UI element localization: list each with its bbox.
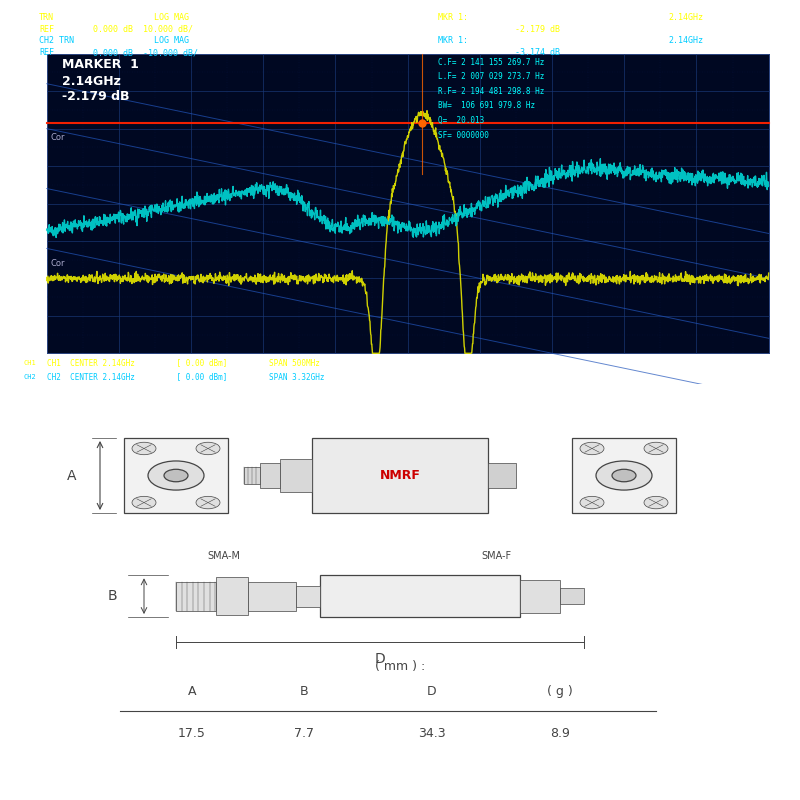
Text: 17.5: 17.5 (178, 727, 206, 740)
Bar (520, 579, 560, 613)
Circle shape (580, 496, 604, 509)
Bar (488, 463, 516, 488)
Text: 2.14GHz: 2.14GHz (669, 37, 704, 46)
Text: MKR 1:: MKR 1: (438, 37, 469, 46)
Circle shape (132, 496, 156, 509)
Text: 0.000 dB  10.000 dB/: 0.000 dB 10.000 dB/ (93, 25, 193, 34)
Text: CH1  CENTER 2.14GHz         [ 0.00 dBm]         SPAN 500MHz: CH1 CENTER 2.14GHz [ 0.00 dBm] SPAN 500M… (46, 358, 319, 367)
Text: C.F= 2 141 155 269.7 Hz: C.F= 2 141 155 269.7 Hz (438, 58, 545, 66)
Text: CH2: CH2 (24, 374, 37, 380)
Bar (280, 459, 312, 492)
Text: 2.14GHz: 2.14GHz (62, 75, 121, 88)
Text: R.F= 2 194 481 298.8 Hz: R.F= 2 194 481 298.8 Hz (438, 86, 545, 96)
Text: Cor: Cor (50, 259, 65, 268)
Text: MKR 1:: MKR 1: (438, 14, 469, 22)
Bar (216, 578, 248, 615)
Text: REF: REF (39, 25, 54, 34)
Bar (176, 582, 216, 610)
Bar (46, 54, 769, 354)
Text: SMA-M: SMA-M (207, 550, 241, 561)
Bar (248, 582, 296, 610)
Text: -3.174 dB: -3.174 dB (515, 48, 560, 57)
Circle shape (132, 442, 156, 454)
Text: CH2 TRN: CH2 TRN (39, 37, 74, 46)
Text: Cor: Cor (50, 133, 65, 142)
Text: SF= 0000000: SF= 0000000 (438, 130, 490, 139)
Text: D: D (427, 686, 437, 698)
Circle shape (580, 442, 604, 454)
Circle shape (148, 461, 204, 490)
Text: 0.000 dB  -10.000 dB/: 0.000 dB -10.000 dB/ (93, 48, 198, 57)
Text: SMA-F: SMA-F (481, 550, 511, 561)
Text: LOG MAG: LOG MAG (154, 37, 190, 46)
Text: D: D (374, 651, 386, 666)
Text: ( g ): ( g ) (547, 686, 573, 698)
Bar (312, 438, 488, 513)
Circle shape (164, 470, 188, 482)
Text: 2.14GHz: 2.14GHz (669, 14, 704, 22)
Text: BW=  106 691 979.8 Hz: BW= 106 691 979.8 Hz (438, 102, 535, 110)
Circle shape (596, 461, 652, 490)
Bar (260, 463, 280, 488)
Text: A: A (67, 469, 77, 482)
Bar (296, 586, 320, 606)
Text: NMRF: NMRF (379, 469, 421, 482)
Bar (572, 438, 676, 513)
Bar (124, 438, 228, 513)
Text: REF: REF (39, 48, 54, 57)
Text: MARKER  1: MARKER 1 (62, 58, 139, 70)
Text: ( mm ) :: ( mm ) : (375, 660, 425, 674)
Circle shape (196, 442, 220, 454)
Circle shape (196, 496, 220, 509)
Bar (244, 467, 260, 484)
Text: -2.179 dB: -2.179 dB (515, 25, 560, 34)
Text: CH1: CH1 (24, 360, 37, 366)
Text: A: A (188, 686, 196, 698)
Text: CH2  CENTER 2.14GHz         [ 0.00 dBm]         SPAN 3.32GHz: CH2 CENTER 2.14GHz [ 0.00 dBm] SPAN 3.32… (46, 373, 324, 382)
Text: 34.3: 34.3 (418, 727, 446, 740)
Text: L.F= 2 007 029 273.7 Hz: L.F= 2 007 029 273.7 Hz (438, 72, 545, 81)
Text: 7.7: 7.7 (294, 727, 314, 740)
Bar (320, 575, 520, 617)
Circle shape (644, 496, 668, 509)
Bar (560, 588, 584, 605)
Text: B: B (300, 686, 308, 698)
Text: B: B (107, 589, 117, 603)
Text: Q=  20.013: Q= 20.013 (438, 116, 485, 125)
Circle shape (644, 442, 668, 454)
Text: LOG MAG: LOG MAG (154, 14, 190, 22)
Text: -2.179 dB: -2.179 dB (62, 90, 130, 103)
Text: TRN: TRN (39, 14, 54, 22)
Text: 8.9: 8.9 (550, 727, 570, 740)
Circle shape (612, 470, 636, 482)
